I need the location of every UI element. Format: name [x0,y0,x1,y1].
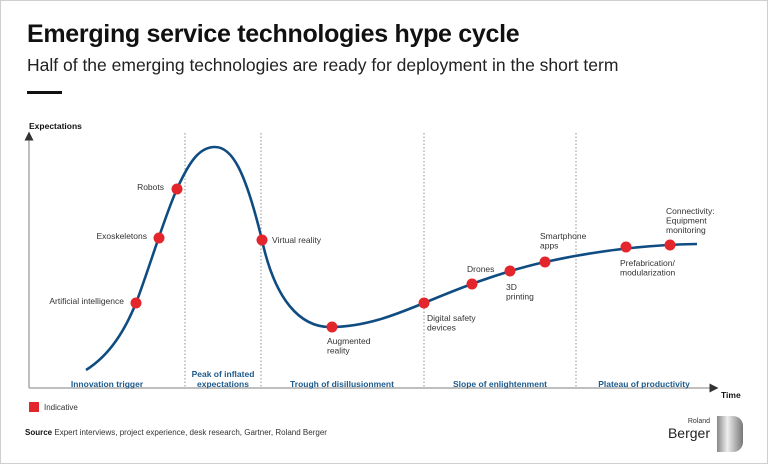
data-point-marker [664,239,676,251]
data-point-marker [171,183,183,195]
title-rule [27,91,62,94]
data-point-marker [466,278,478,290]
data-point-label: Digital safety devices [427,313,476,333]
phase-label: Trough of disillusionment [290,379,394,389]
phase-label: Peak of inflated expectations [192,369,255,389]
data-point-label: Prefabrication/modularization [620,258,676,278]
data-point-marker [130,297,142,309]
hype-curve [85,145,698,372]
x-axis-label: Time [721,390,741,400]
data-point-label: Robots [137,182,164,192]
roland-berger-logo: Roland Berger [668,416,743,452]
data-point-label: Drones [467,264,494,274]
phase-label: Plateau of productivity [598,379,690,389]
phase-label: Innovation trigger [71,379,144,389]
data-point-marker [620,241,632,253]
data-point-marker [418,297,430,309]
data-point-label: Smartphone apps [540,231,587,251]
data-point-marker [256,234,268,246]
logo-main: Berger [667,425,710,441]
data-point-marker [153,232,165,244]
data-point-marker [539,256,551,268]
y-axis-label: Expectations [29,121,82,131]
data-point-label: Virtual reality [272,235,322,245]
data-point-label: Artificial intelligence [49,296,124,306]
logo-top: Roland [687,418,710,425]
source-note: Source Expert interviews, project experi… [25,428,327,437]
phase-label: Slope of enlightenment [453,379,547,389]
data-point-label: Augmented reality [327,336,371,356]
data-point-marker [326,321,338,333]
page-subtitle: Half of the emerging technologies are re… [27,55,619,75]
legend-label: Indicative [44,402,78,412]
legend-swatch [29,402,39,412]
logo-mark [717,416,743,452]
source-label: Source [25,428,53,437]
data-point-label: 3D printing [506,282,534,302]
source-text: Expert interviews, project experience, d… [54,428,327,437]
data-point-marker [504,265,516,277]
data-point-label: Exoskeletons [96,231,147,241]
page-title: Emerging service technologies hype cycle [27,20,520,48]
legend: Indicative [29,402,78,412]
data-point-label: Connectivity: Equipment monitoring [666,206,715,235]
